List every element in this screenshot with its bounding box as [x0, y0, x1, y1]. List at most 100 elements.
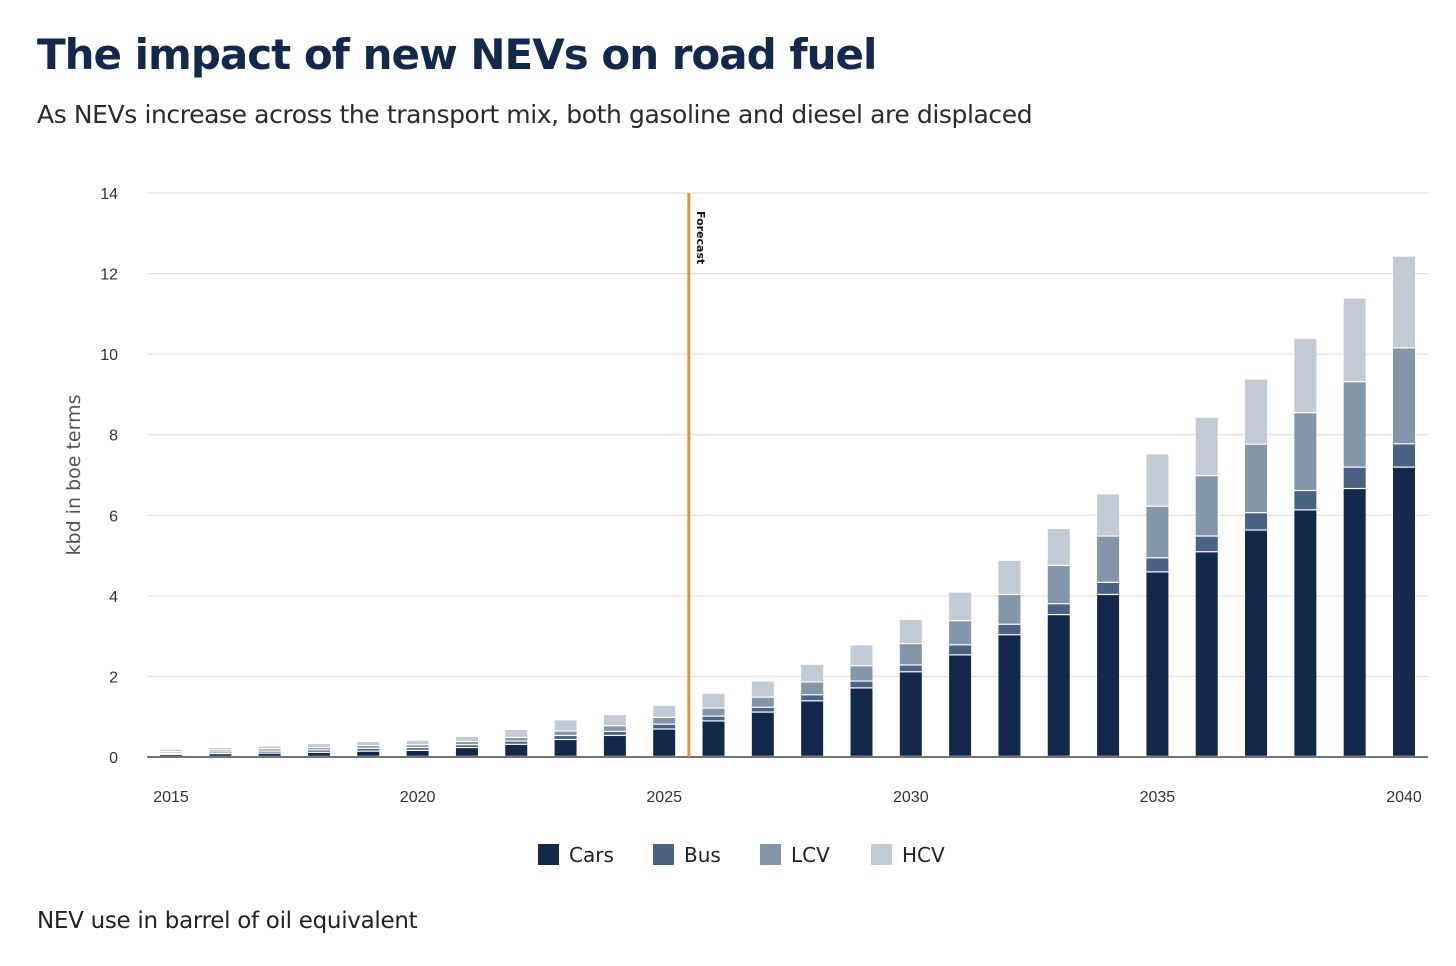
- legend-swatch-bus: [653, 844, 674, 865]
- bar-lcv-2016: [209, 750, 232, 752]
- legend-label-bus: Bus: [684, 843, 721, 867]
- bar-stack-2036: [1195, 417, 1218, 756]
- bar-hcv-2023: [554, 720, 577, 731]
- bar-stack-2035: [1146, 454, 1169, 756]
- bar-cars-2030: [899, 672, 922, 756]
- bar-stack-2016: [209, 748, 232, 756]
- legend-item-lcv: LCV: [760, 843, 830, 867]
- bar-bus-2028: [801, 695, 824, 701]
- bar-cars-2022: [505, 744, 528, 756]
- bar-bus-2030: [899, 665, 922, 672]
- bar-stack-2028: [801, 664, 824, 756]
- bar-lcv-2032: [998, 595, 1021, 624]
- bar-stack-2039: [1343, 298, 1366, 756]
- x-axis-ticks: 2015 2020 2025 2030 2035 2040: [153, 789, 1422, 806]
- bar-stack-2030: [899, 620, 922, 756]
- bar-bus-2037: [1245, 513, 1268, 530]
- bar-cars-2034: [1097, 595, 1120, 756]
- bar-stack-2024: [603, 715, 626, 756]
- bar-hcv-2027: [751, 681, 774, 697]
- bar-stack-2017: [258, 746, 281, 756]
- bar-lcv-2034: [1097, 536, 1120, 582]
- bar-hcv-2035: [1146, 454, 1169, 506]
- bar-cars-2023: [554, 740, 577, 756]
- bar-bus-2034: [1097, 582, 1120, 594]
- legend-label-hcv: HCV: [902, 843, 945, 867]
- bar-bus-2038: [1294, 491, 1317, 510]
- bar-hcv-2033: [1047, 528, 1070, 565]
- bar-cars-2017: [258, 753, 281, 756]
- x-tick-label: 2020: [400, 789, 436, 806]
- x-tick-label: 2015: [153, 789, 189, 806]
- bar-lcv-2037: [1245, 444, 1268, 513]
- bar-lcv-2026: [702, 708, 725, 716]
- bar-bus-2035: [1146, 558, 1169, 572]
- bar-lcv-2023: [554, 731, 577, 735]
- legend-label-cars: Cars: [569, 843, 614, 867]
- bar-hcv-2019: [357, 742, 380, 745]
- y-axis-label: kbd in boe terms: [63, 395, 85, 556]
- bar-lcv-2019: [357, 746, 380, 748]
- bar-bus-2039: [1343, 467, 1366, 488]
- bar-stack-2037: [1245, 379, 1268, 756]
- bar-bus-2019: [357, 748, 380, 751]
- bar-hcv-2039: [1343, 298, 1366, 382]
- bar-hcv-2026: [702, 693, 725, 708]
- bars: [160, 256, 1415, 756]
- bar-bus-2036: [1195, 536, 1218, 552]
- bar-lcv-2024: [603, 726, 626, 731]
- legend-swatch-lcv: [760, 844, 781, 865]
- bar-cars-2025: [653, 729, 676, 756]
- bar-hcv-2040: [1393, 256, 1415, 348]
- bar-hcv-2038: [1294, 338, 1317, 413]
- bar-lcv-2020: [406, 745, 429, 747]
- forecast-annotation: Forecast: [687, 193, 707, 757]
- bar-stack-2032: [998, 560, 1021, 756]
- bar-lcv-2035: [1146, 506, 1169, 558]
- bar-cars-2020: [406, 750, 429, 756]
- bar-bus-2032: [998, 624, 1021, 635]
- bar-bus-2040: [1393, 444, 1415, 467]
- bar-stack-2029: [850, 645, 873, 756]
- bar-stack-2031: [949, 592, 972, 756]
- bar-lcv-2033: [1047, 566, 1070, 604]
- bar-lcv-2036: [1195, 476, 1218, 536]
- bar-cars-2029: [850, 688, 873, 756]
- y-tick-label: 12: [100, 267, 118, 284]
- bar-cars-2021: [455, 748, 478, 756]
- y-tick-label: 0: [109, 750, 118, 767]
- bar-bus-2025: [653, 724, 676, 729]
- bar-cars-2019: [357, 751, 380, 756]
- x-tick-label: 2025: [646, 789, 682, 806]
- legend-item-hcv: HCV: [871, 843, 945, 867]
- y-axis-ticks: 0 2 4 6 8 10 12 14: [100, 186, 118, 767]
- legend-item-bus: Bus: [653, 843, 721, 867]
- bar-hcv-2021: [455, 736, 478, 741]
- bar-stack-2020: [406, 740, 429, 756]
- stacked-bar-chart: 0 2 4 6 8 10 12 14 kbd in boe terms 2015 2020 202…: [63, 186, 1428, 867]
- bar-cars-2027: [751, 712, 774, 756]
- bar-hcv-2025: [653, 705, 676, 717]
- bar-stack-2021: [455, 736, 478, 756]
- bar-cars-2018: [307, 752, 330, 756]
- gridlines: [147, 192, 1428, 677]
- bar-bus-2033: [1047, 604, 1070, 614]
- bar-hcv-2024: [603, 715, 626, 726]
- bar-bus-2021: [455, 745, 478, 747]
- bar-hcv-2030: [899, 620, 922, 643]
- bar-stack-2026: [702, 693, 725, 756]
- bar-bus-2022: [505, 741, 528, 744]
- bar-lcv-2038: [1294, 413, 1317, 490]
- bar-bus-2031: [949, 645, 972, 655]
- bar-stack-2023: [554, 720, 577, 756]
- bar-lcv-2025: [653, 717, 676, 724]
- bar-hcv-2036: [1195, 417, 1218, 476]
- legend-item-cars: Cars: [538, 843, 614, 867]
- bar-hcv-2028: [801, 664, 824, 682]
- bar-hcv-2022: [505, 730, 528, 737]
- bar-hcv-2032: [998, 560, 1021, 594]
- bar-hcv-2018: [307, 744, 330, 747]
- bar-bus-2023: [554, 736, 577, 739]
- bar-hcv-2020: [406, 740, 429, 745]
- bar-lcv-2028: [801, 682, 824, 695]
